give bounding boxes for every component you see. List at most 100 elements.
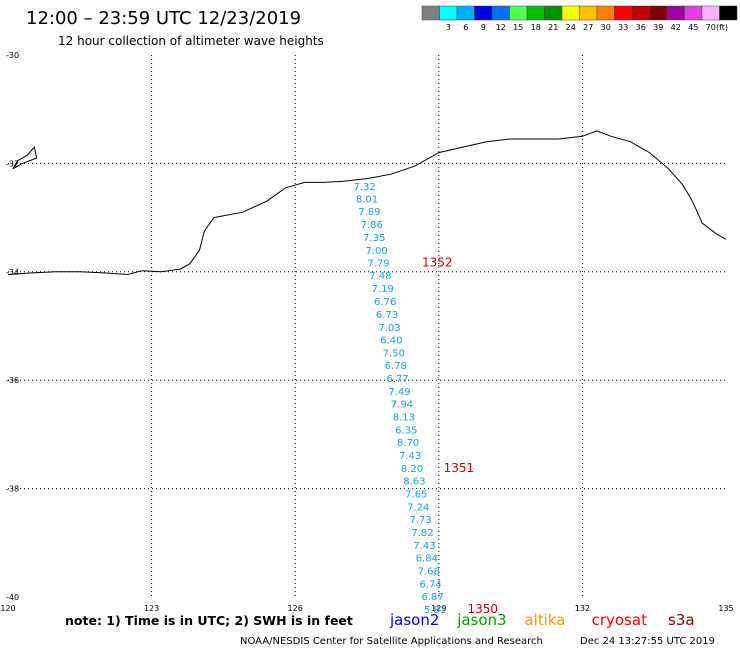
legend-swatch — [474, 5, 493, 21]
swh-value: 8.20 — [401, 464, 423, 475]
legend-label: 9 — [481, 23, 486, 32]
track-time-label: 1352 — [422, 256, 453, 270]
note-text: note: 1) Time is in UTC; 2) SWH is in fe… — [65, 613, 353, 628]
swh-value: 7.35 — [363, 233, 385, 244]
swh-value: 7.24 — [407, 502, 429, 513]
track-time-label: 1351 — [444, 461, 475, 475]
lat-tick-label: -34 — [6, 268, 19, 277]
legend-swatch — [561, 5, 580, 21]
swh-value: 6.78 — [385, 361, 407, 372]
swh-value: 7.86 — [361, 220, 383, 231]
legend-swatch — [544, 5, 563, 21]
swh-value: 6.35 — [395, 426, 417, 437]
swh-value: 6.87 — [421, 592, 443, 603]
color-legend: 3 6 9 12 15 18 21 24 27 30 33 36 39 42 45 70 — [421, 5, 738, 32]
swh-value: 7.65 — [405, 489, 427, 500]
credit-text: NOAA/NESDIS Center for Satellite Applica… — [240, 636, 543, 647]
lon-tick-label: 123 — [144, 604, 159, 613]
swh-value: 7.03 — [378, 323, 400, 334]
legend-swatch — [456, 5, 475, 21]
swh-value: 7.68 — [418, 566, 440, 577]
lat-tick-label: -38 — [6, 485, 19, 494]
lat-tick-label: -40 — [6, 593, 19, 602]
lon-tick-label: 120 — [0, 604, 15, 613]
swh-value: 7.79 — [367, 259, 389, 270]
satellite-label: s3a — [668, 611, 695, 629]
legend-label: 6 — [463, 23, 468, 32]
legend-swatch — [649, 5, 668, 21]
swh-value: 8.70 — [397, 438, 419, 449]
lon-tick-label: 132 — [575, 604, 590, 613]
legend-label: 36 — [636, 23, 646, 32]
legend-label: 45 — [688, 23, 698, 32]
legend-swatch — [596, 5, 615, 21]
swh-value: 5.81 — [424, 605, 446, 616]
swh-value: 6.76 — [374, 297, 396, 308]
legend-swatch — [631, 5, 650, 21]
lon-tick-label: 135 — [718, 604, 733, 613]
timestamp-text: Dec 24 13:27:55 UTC 2019 — [580, 636, 715, 647]
lat-tick-label: -30 — [6, 51, 19, 60]
satellite-label: altika — [524, 611, 565, 629]
swh-value: 7.43 — [399, 451, 421, 462]
swh-value: 8.13 — [393, 413, 415, 424]
lat-tick-label: -36 — [6, 376, 19, 385]
legend-swatch — [666, 5, 685, 21]
satellite-label: jason3 — [456, 611, 506, 629]
wave-observations: 7.32 8.017.89 7.86 7.35 7.00 7.797.48 7.19 6.76… — [353, 182, 446, 616]
swh-value: 8.63 — [403, 476, 425, 487]
swh-value: 7.32 — [353, 182, 375, 193]
legend-unit: (ft) — [716, 23, 728, 32]
swh-value: 7.73 — [409, 515, 431, 526]
swh-value: 7.82 — [411, 528, 433, 539]
axis-labels: 120 123 126 129 132 135 -30 -32 -34 -36 -38 -40 — [0, 51, 733, 613]
swh-value: 7.00 — [365, 246, 387, 257]
legend-label: 39 — [653, 23, 663, 32]
map-area: 120 123 126 129 132 135 -30 -32 -34 -36 -38 -40 7.3… — [0, 51, 733, 616]
swh-value: 8.01 — [356, 195, 378, 206]
swh-value: 6.73 — [376, 310, 398, 321]
legend-swatch — [491, 5, 510, 21]
coastline — [7, 130, 727, 276]
grid-lines — [8, 55, 726, 597]
track-time-label: 1350 — [468, 602, 499, 616]
legend-swatch — [684, 5, 703, 21]
legend-label: 33 — [618, 23, 628, 32]
legend-label: 21 — [548, 23, 558, 32]
lon-tick-label: 129 — [431, 604, 446, 613]
swh-value: 7.19 — [372, 284, 394, 295]
legend-label: 24 — [566, 23, 576, 32]
swh-value: 7.50 — [383, 349, 405, 360]
satellite-legend: jason2 jason3 altika cryosat s3a — [389, 611, 695, 629]
legend-label: 70 — [706, 23, 716, 32]
legend-label: 30 — [601, 23, 611, 32]
legend-label: 15 — [513, 23, 523, 32]
legend-label: 42 — [671, 23, 681, 32]
legend-swatch — [421, 5, 440, 21]
satellite-label: cryosat — [592, 611, 647, 629]
legend-label: 27 — [583, 23, 593, 32]
legend-swatch — [439, 5, 458, 21]
map-subtitle: 12 hour collection of altimeter wave hei… — [58, 34, 324, 48]
island-outline — [12, 146, 38, 170]
swh-value: 7.94 — [391, 400, 413, 411]
swh-value: 7.89 — [358, 207, 380, 218]
swh-value: 6.77 — [387, 374, 409, 385]
legend-swatch — [509, 5, 528, 21]
legend-label: 12 — [496, 23, 506, 32]
swh-value: 6.84 — [416, 553, 438, 564]
swh-value: 7.48 — [369, 271, 391, 282]
legend-label: 3 — [446, 23, 451, 32]
map-title: 12:00 – 23:59 UTC 12/23/2019 — [26, 8, 301, 29]
legend-swatch — [719, 5, 738, 21]
track-labels: 1352 1351 1350 — [422, 256, 498, 616]
lat-tick-label: -32 — [6, 159, 19, 168]
swh-value: 6.40 — [380, 336, 402, 347]
swh-value: 6.74 — [420, 579, 442, 590]
swh-value: 7.49 — [388, 387, 410, 398]
legend-swatch — [701, 5, 720, 21]
swh-value: 7.43 — [413, 541, 435, 552]
legend-swatch — [526, 5, 545, 21]
legend-label: 18 — [531, 23, 541, 32]
